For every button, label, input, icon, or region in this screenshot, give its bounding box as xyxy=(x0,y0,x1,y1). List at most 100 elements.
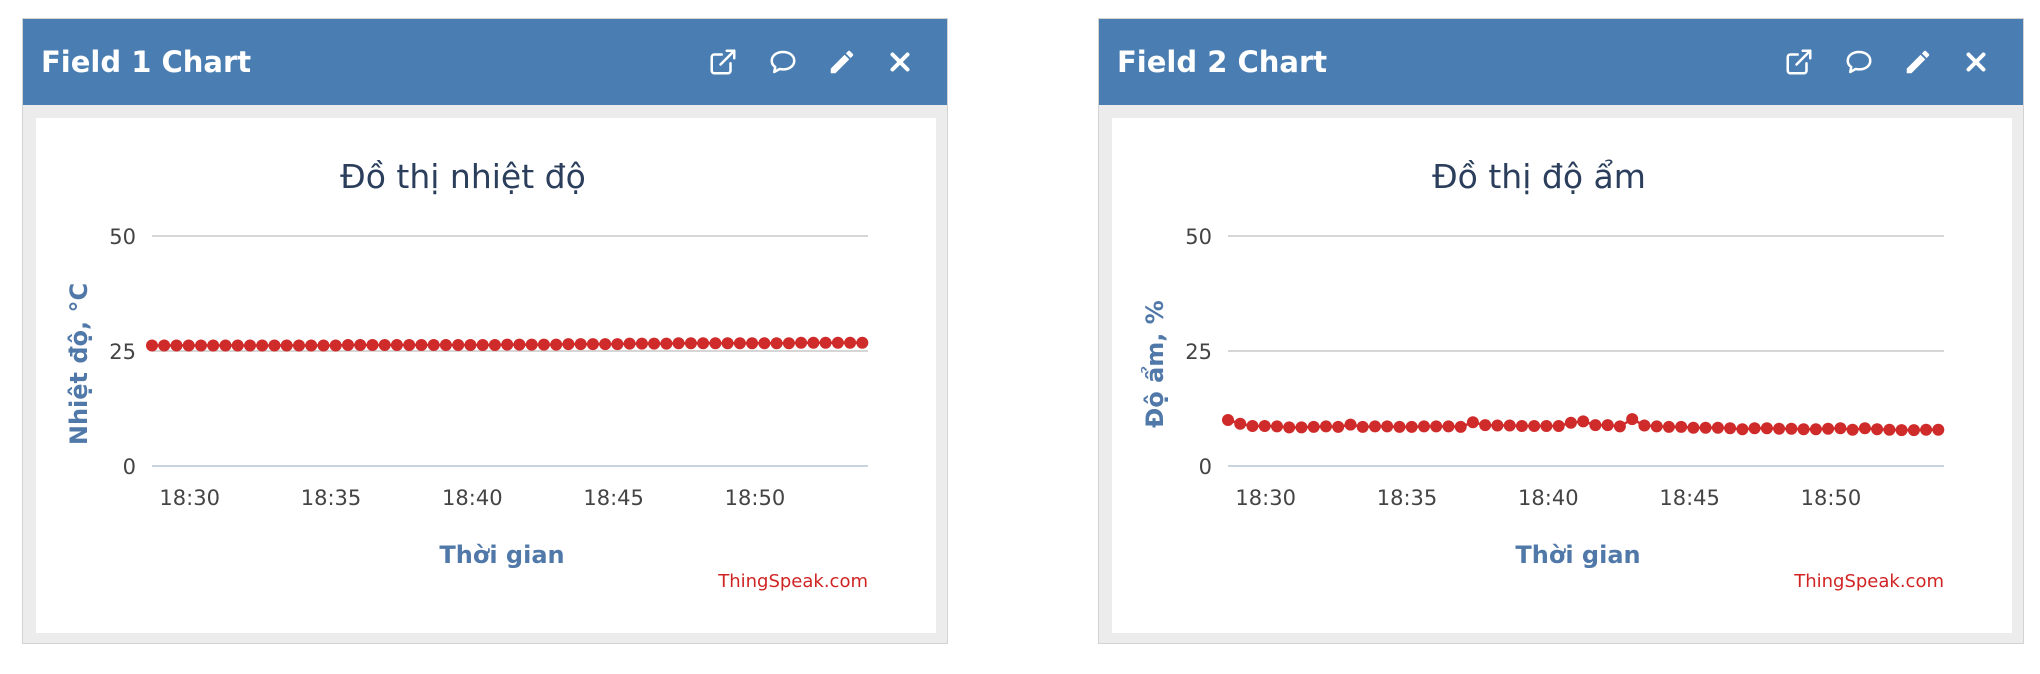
external-link-icon[interactable] xyxy=(704,43,742,81)
data-point[interactable] xyxy=(1834,422,1847,435)
data-point[interactable] xyxy=(1393,420,1406,433)
data-point[interactable] xyxy=(1773,422,1786,435)
data-point[interactable] xyxy=(1344,418,1357,431)
data-point[interactable] xyxy=(1650,420,1663,433)
data-point[interactable] xyxy=(1454,420,1467,433)
thingspeak-credit-link[interactable]: ThingSpeak.com xyxy=(717,571,868,592)
data-point[interactable] xyxy=(1687,421,1700,434)
pencil-icon[interactable] xyxy=(1899,43,1937,81)
data-point[interactable] xyxy=(513,338,526,351)
data-point[interactable] xyxy=(1320,420,1332,433)
close-icon[interactable] xyxy=(881,43,919,81)
data-point[interactable] xyxy=(611,338,624,351)
comment-icon[interactable] xyxy=(764,43,802,81)
data-point[interactable] xyxy=(231,339,244,352)
data-point[interactable] xyxy=(684,337,697,350)
data-point[interactable] xyxy=(1711,421,1724,434)
data-point[interactable] xyxy=(648,337,661,350)
data-point[interactable] xyxy=(403,339,416,351)
data-point[interactable] xyxy=(1895,424,1908,437)
data-point[interactable] xyxy=(317,339,330,352)
data-point[interactable] xyxy=(256,339,269,352)
data-point[interactable] xyxy=(1871,423,1884,436)
data-point[interactable] xyxy=(1601,419,1614,432)
data-point[interactable] xyxy=(1234,417,1247,430)
data-point[interactable] xyxy=(1724,422,1737,435)
data-point[interactable] xyxy=(182,339,195,352)
data-point[interactable] xyxy=(1381,420,1394,433)
data-point[interactable] xyxy=(1295,421,1308,434)
data-point[interactable] xyxy=(158,339,171,352)
data-point[interactable] xyxy=(1258,420,1271,432)
pencil-icon[interactable] xyxy=(823,43,861,81)
data-point[interactable] xyxy=(819,336,832,349)
data-point[interactable] xyxy=(146,339,158,352)
data-point[interactable] xyxy=(366,339,379,351)
data-point[interactable] xyxy=(807,336,820,349)
data-point[interactable] xyxy=(537,338,550,351)
data-point[interactable] xyxy=(1540,420,1553,432)
thingspeak-credit-link[interactable]: ThingSpeak.com xyxy=(1793,571,1944,592)
data-point[interactable] xyxy=(244,339,256,352)
data-point[interactable] xyxy=(1809,423,1822,436)
data-point[interactable] xyxy=(1405,420,1418,433)
data-point[interactable] xyxy=(795,336,808,349)
data-point[interactable] xyxy=(378,339,391,351)
data-point[interactable] xyxy=(329,339,342,352)
data-point[interactable] xyxy=(1662,420,1675,433)
data-point[interactable] xyxy=(599,338,612,351)
data-point[interactable] xyxy=(770,337,783,350)
data-point[interactable] xyxy=(1846,423,1859,436)
data-point[interactable] xyxy=(550,338,563,351)
data-point[interactable] xyxy=(1822,422,1835,435)
data-point[interactable] xyxy=(1307,420,1320,433)
data-point[interactable] xyxy=(1883,423,1896,436)
data-point[interactable] xyxy=(415,339,428,351)
data-point[interactable] xyxy=(1613,420,1626,433)
data-point[interactable] xyxy=(1932,423,1945,436)
data-point[interactable] xyxy=(1515,420,1528,432)
data-point[interactable] xyxy=(1577,415,1590,428)
data-point[interactable] xyxy=(1907,424,1920,437)
data-point[interactable] xyxy=(427,339,440,351)
data-point[interactable] xyxy=(1920,423,1933,436)
data-point[interactable] xyxy=(1589,419,1602,432)
data-point[interactable] xyxy=(1222,414,1234,426)
data-point[interactable] xyxy=(305,339,318,352)
data-point[interactable] xyxy=(623,337,636,350)
data-point[interactable] xyxy=(721,337,734,350)
data-point[interactable] xyxy=(1418,420,1430,433)
data-point[interactable] xyxy=(1564,416,1577,429)
data-point[interactable] xyxy=(390,339,403,351)
data-point[interactable] xyxy=(1332,420,1345,433)
data-point[interactable] xyxy=(1785,422,1798,435)
data-point[interactable] xyxy=(464,339,477,351)
data-point[interactable] xyxy=(856,336,869,349)
data-point[interactable] xyxy=(342,339,354,351)
data-point[interactable] xyxy=(219,339,232,352)
data-point[interactable] xyxy=(207,339,220,352)
data-point[interactable] xyxy=(268,339,281,352)
external-link-icon[interactable] xyxy=(1780,43,1818,81)
data-point[interactable] xyxy=(476,339,489,351)
data-point[interactable] xyxy=(1528,420,1541,432)
data-point[interactable] xyxy=(1797,423,1810,436)
data-point[interactable] xyxy=(488,339,501,351)
data-point[interactable] xyxy=(1552,420,1565,432)
data-point[interactable] xyxy=(1271,420,1283,433)
data-point[interactable] xyxy=(1699,421,1712,434)
data-point[interactable] xyxy=(1491,419,1504,432)
data-point[interactable] xyxy=(1503,419,1516,432)
data-point[interactable] xyxy=(1858,422,1871,435)
data-point[interactable] xyxy=(1246,420,1259,432)
data-point[interactable] xyxy=(672,337,685,350)
data-point[interactable] xyxy=(782,337,795,350)
data-point[interactable] xyxy=(1479,419,1492,432)
close-icon[interactable] xyxy=(1957,43,1995,81)
data-point[interactable] xyxy=(758,337,771,350)
data-point[interactable] xyxy=(746,337,759,350)
data-point[interactable] xyxy=(354,339,367,351)
data-point[interactable] xyxy=(844,336,857,349)
data-point[interactable] xyxy=(1466,416,1479,429)
data-point[interactable] xyxy=(1430,420,1443,433)
